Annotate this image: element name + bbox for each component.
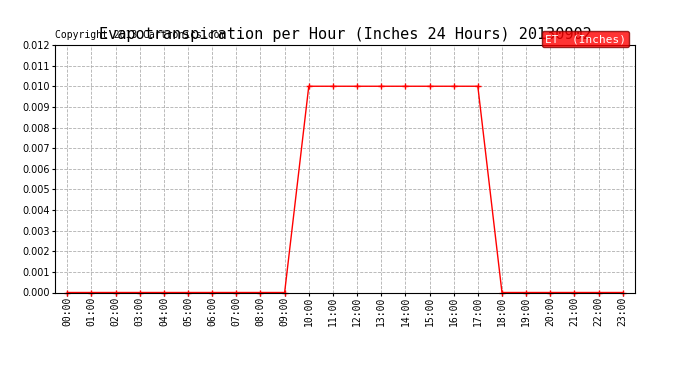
Legend: ET  (Inches): ET (Inches) <box>542 31 629 47</box>
Text: Copyright 2013 Cartronics.com: Copyright 2013 Cartronics.com <box>55 30 226 40</box>
Title: Evapotranspiration per Hour (Inches 24 Hours) 20130902: Evapotranspiration per Hour (Inches 24 H… <box>99 27 591 42</box>
